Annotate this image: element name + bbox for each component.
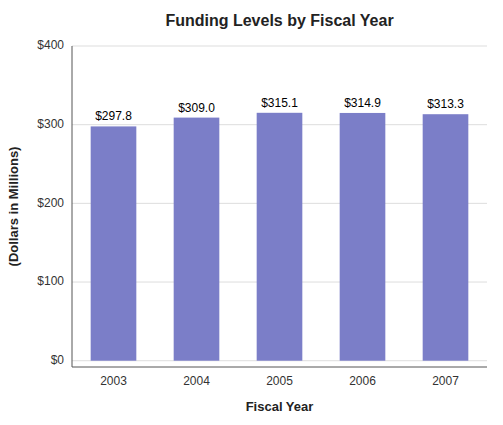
data-label: $309.0 [178, 101, 215, 115]
bar [91, 126, 137, 360]
bar [423, 114, 469, 360]
y-axis-label: (Dollars in Millions) [6, 147, 21, 267]
y-tick-label: $0 [51, 353, 65, 367]
bar [174, 118, 220, 361]
x-tick-label: 2007 [432, 374, 459, 388]
grid-line [72, 46, 487, 47]
bar [340, 113, 386, 361]
data-label: $314.9 [344, 96, 381, 110]
y-tick-label: $400 [37, 38, 64, 52]
x-axis-label: Fiscal Year [246, 399, 314, 414]
x-tick-label: 2004 [183, 374, 210, 388]
x-tick-label: 2005 [266, 374, 293, 388]
y-tick-label: $100 [37, 274, 64, 288]
data-label: $315.1 [261, 96, 298, 110]
x-tick-label: 2003 [100, 374, 127, 388]
x-axis-line [72, 367, 487, 368]
y-tick-label: $200 [37, 196, 64, 210]
data-label: $313.3 [427, 97, 464, 111]
y-tick-label: $300 [37, 117, 64, 131]
x-tick-label: 2006 [349, 374, 376, 388]
chart: $0 $100 $200 $300 $400 $297.8 $309.0 $315.1 $314… [0, 0, 503, 425]
bars [91, 113, 469, 361]
bar [257, 113, 303, 361]
y-axis-line [72, 46, 73, 367]
data-label: $297.8 [95, 109, 132, 123]
title: Funding Levels by Fiscal Year [165, 12, 393, 29]
